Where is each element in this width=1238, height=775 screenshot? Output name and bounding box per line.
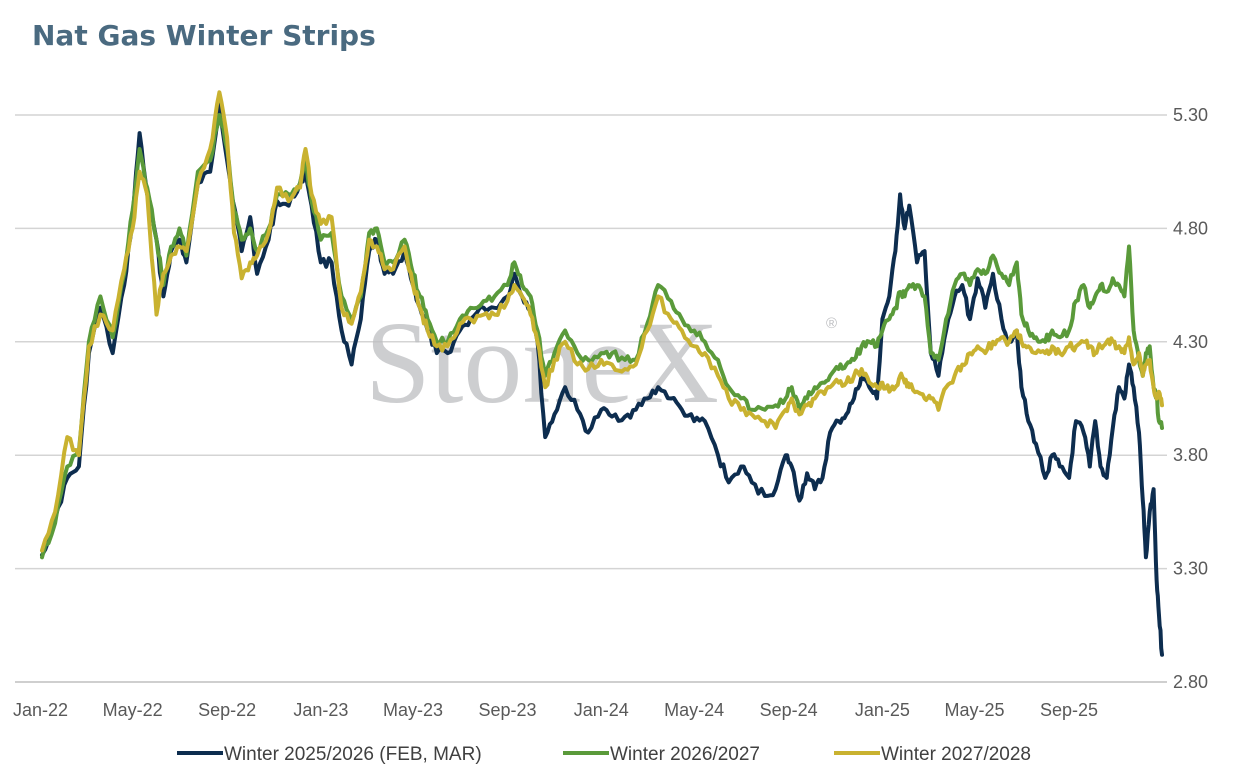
x-tick-label: May-25 bbox=[945, 700, 1005, 720]
x-tick-label: Jan-23 bbox=[293, 700, 348, 720]
x-tick-label: Jan-25 bbox=[855, 700, 910, 720]
series-line-3 bbox=[40, 90, 1164, 553]
legend-label: Winter 2027/2028 bbox=[881, 744, 1031, 765]
y-tick-label: 4.30 bbox=[1173, 332, 1208, 352]
x-tick-label: Sep-23 bbox=[478, 700, 536, 720]
watermark-registered-mark: ® bbox=[826, 315, 837, 332]
x-tick-label: Sep-22 bbox=[198, 700, 256, 720]
x-tick-label: Sep-25 bbox=[1040, 700, 1098, 720]
y-tick-label: 2.80 bbox=[1173, 672, 1208, 692]
y-tick-label: 4.80 bbox=[1173, 218, 1208, 238]
y-tick-label: 5.30 bbox=[1173, 105, 1208, 125]
x-tick-label: May-24 bbox=[664, 700, 724, 720]
legend-label: Winter 2025/2026 (FEB, MAR) bbox=[224, 744, 482, 765]
series-lines bbox=[40, 90, 1164, 657]
x-tick-label: Jan-22 bbox=[13, 700, 68, 720]
x-tick-label: May-22 bbox=[103, 700, 163, 720]
y-axis-tick-labels: 2.80 3.30 3.80 4.30 4.80 5.30 bbox=[1173, 105, 1208, 692]
grid-lines bbox=[15, 114, 1167, 570]
chart-title: Nat Gas Winter Strips bbox=[32, 19, 376, 52]
x-tick-label: May-23 bbox=[383, 700, 443, 720]
y-tick-label: 3.30 bbox=[1173, 559, 1208, 579]
series-line-2 bbox=[40, 113, 1164, 560]
x-axis-tick-labels: Jan-22 May-22 Sep-22 Jan-23 May-23 Sep-23 Jan-… bbox=[13, 700, 1098, 720]
legend-label: Winter 2026/2027 bbox=[610, 744, 760, 765]
x-tick-label: Sep-24 bbox=[760, 700, 818, 720]
legend: Winter 2025/2026 (FEB, MAR) Winter 2026/2… bbox=[177, 744, 1031, 765]
y-tick-label: 3.80 bbox=[1173, 445, 1208, 465]
x-tick-label: Jan-24 bbox=[574, 700, 629, 720]
series-line-1 bbox=[40, 101, 1164, 657]
